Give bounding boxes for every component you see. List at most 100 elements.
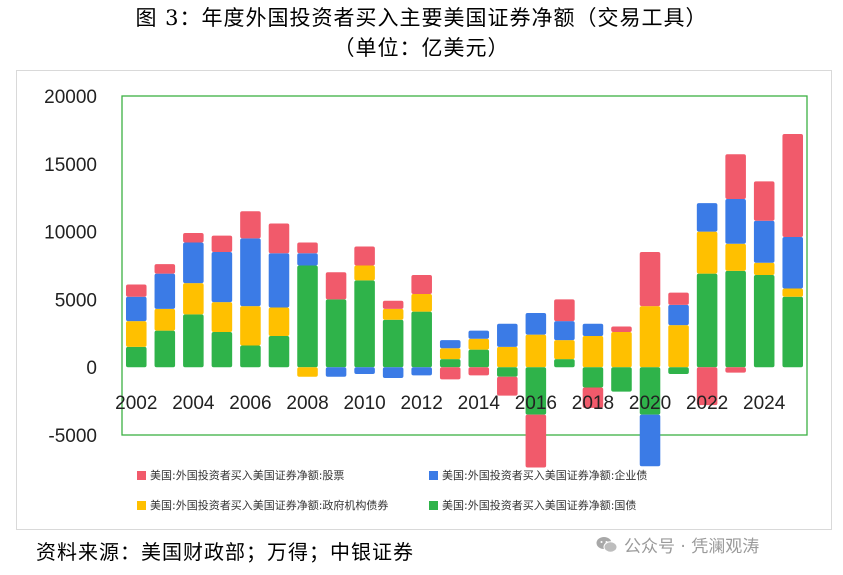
bar-agency-2005 bbox=[211, 302, 233, 332]
bar-agency-2021 bbox=[668, 325, 689, 368]
x-tick-label: 2022 bbox=[686, 393, 728, 414]
legend-item-stocks: 美国:外国投资者买入美国证券净额:股票 bbox=[137, 467, 344, 483]
bar-treasury-2007 bbox=[268, 336, 290, 368]
bar-neg-agency-2008 bbox=[297, 367, 318, 377]
bar-agency-2017 bbox=[554, 340, 575, 360]
bar-treasury-2013 bbox=[439, 359, 461, 368]
bar-treasury-2005 bbox=[211, 331, 233, 368]
legend-item-corporate: 美国:外国投资者买入美国证券净额:企业债 bbox=[429, 467, 647, 483]
bar-treasury-2003 bbox=[154, 330, 176, 368]
x-tick-label: 2006 bbox=[229, 393, 271, 414]
bar-corporate-2015 bbox=[497, 323, 518, 347]
bar-neg-treasury-2021 bbox=[668, 367, 689, 374]
wechat-icon bbox=[596, 536, 618, 554]
bar-treasury-2008 bbox=[297, 265, 318, 368]
x-tick-label: 2018 bbox=[572, 393, 614, 414]
bar-stocks-2008 bbox=[297, 242, 318, 254]
legend-label-treasury: 美国:外国投资者买入美国证券净额:国债 bbox=[442, 499, 637, 512]
bar-agency-2020 bbox=[639, 306, 661, 368]
bar-agency-2010 bbox=[354, 265, 375, 281]
bar-corporate-2004 bbox=[183, 242, 204, 284]
legend-item-agency: 美国:外国投资者买入美国证券净额:政府机构债券 bbox=[137, 497, 388, 513]
legend-item-treasury: 美国:外国投资者买入美国证券净额:国债 bbox=[429, 497, 636, 513]
bar-agency-2003 bbox=[154, 308, 176, 331]
legend-swatch-treasury bbox=[429, 500, 438, 510]
bar-agency-2018 bbox=[582, 336, 604, 368]
bar-treasury-2006 bbox=[240, 345, 261, 368]
bar-corporate-2002 bbox=[125, 296, 147, 322]
bar-agency-2011 bbox=[382, 308, 404, 320]
legend-label-corporate: 美国:外国投资者买入美国证券净额:企业债 bbox=[442, 469, 648, 482]
bar-neg-stocks-2018 bbox=[582, 387, 604, 408]
y-tick-label: -5000 bbox=[48, 426, 97, 447]
stacked-bar-chart: 20000 15000 10000 5000 0 -5000 2002 2004 2006 200… bbox=[44, 87, 808, 468]
bar-neg-corporate-2012 bbox=[411, 367, 432, 376]
legend-swatch-agency bbox=[137, 500, 146, 510]
bar-corporate-2021 bbox=[668, 304, 689, 326]
bar-corporate-2007 bbox=[268, 253, 290, 308]
bar-agency-2014 bbox=[468, 338, 490, 350]
x-tick-label: 2020 bbox=[629, 393, 671, 414]
bar-treasury-2004 bbox=[183, 314, 204, 368]
bar-corporate-2013 bbox=[439, 340, 461, 349]
bar-treasury-2010 bbox=[354, 280, 375, 368]
x-tick-label: 2004 bbox=[172, 393, 215, 414]
bar-treasury-2009 bbox=[325, 299, 347, 368]
bar-agency-2006 bbox=[240, 306, 261, 346]
bar-neg-stocks-2013 bbox=[439, 367, 461, 380]
bar-neg-stocks-2015 bbox=[497, 376, 518, 396]
y-tick-label: 10000 bbox=[44, 223, 97, 244]
bar-agency-2012 bbox=[411, 293, 432, 312]
bar-treasury-2025 bbox=[782, 296, 804, 368]
plot-area-border bbox=[121, 95, 808, 436]
bar-neg-treasury-2019 bbox=[611, 367, 632, 392]
bar-stocks-2025 bbox=[782, 133, 804, 238]
legend-label-stocks: 美国:外国投资者买入美国证券净额:股票 bbox=[150, 469, 345, 482]
bar-agency-2025 bbox=[782, 288, 804, 297]
bar-agency-2023 bbox=[725, 243, 746, 271]
legend-label-agency: 美国:外国投资者买入美国证券净额:政府机构债券 bbox=[150, 499, 389, 512]
bar-stocks-2009 bbox=[325, 272, 347, 300]
chart-title: 图 3：年度外国投资者买入主要美国证券净额（交易工具） bbox=[135, 6, 708, 30]
chart-subtitle: （单位：亿美元） bbox=[333, 36, 510, 60]
bar-corporate-2018 bbox=[582, 323, 604, 337]
y-tick-label: 20000 bbox=[44, 87, 97, 108]
legend-swatch-corporate bbox=[429, 470, 438, 480]
bar-agency-2022 bbox=[696, 231, 718, 274]
x-tick-label: 2012 bbox=[401, 393, 443, 414]
x-tick-label: 2016 bbox=[515, 393, 557, 414]
bar-neg-treasury-2020 bbox=[639, 367, 661, 415]
source-note: 资料来源：美国财政部；万得；中银证券 bbox=[36, 540, 414, 564]
bar-treasury-2014 bbox=[468, 349, 490, 368]
bar-neg-corporate-2011 bbox=[382, 367, 404, 379]
bar-corporate-2017 bbox=[554, 321, 575, 341]
bar-treasury-2023 bbox=[725, 270, 746, 368]
chart-container: 20000 15000 10000 5000 0 -5000 2002 2004 2006 200… bbox=[16, 70, 832, 530]
x-tick-label: 2010 bbox=[343, 393, 385, 414]
bar-corporate-2025 bbox=[782, 237, 804, 289]
bar-stocks-2003 bbox=[154, 264, 176, 274]
bar-stocks-2005 bbox=[211, 235, 233, 252]
bar-neg-corporate-2020 bbox=[639, 414, 661, 467]
bar-neg-stocks-2022 bbox=[696, 367, 718, 406]
bar-agency-2024 bbox=[753, 262, 775, 275]
bar-corporate-2024 bbox=[753, 220, 775, 263]
bar-corporate-2006 bbox=[240, 238, 261, 307]
x-tick-label: 2014 bbox=[458, 393, 501, 414]
bar-treasury-2017 bbox=[554, 359, 575, 368]
bar-stocks-2021 bbox=[668, 292, 689, 305]
bar-corporate-2005 bbox=[211, 251, 233, 303]
bar-stocks-2023 bbox=[725, 154, 746, 200]
bar-neg-stocks-2014 bbox=[468, 367, 490, 376]
bar-corporate-2016 bbox=[525, 312, 547, 335]
bar-agency-2015 bbox=[497, 346, 518, 368]
x-tick-label: 2002 bbox=[115, 393, 157, 414]
bar-treasury-2012 bbox=[411, 311, 432, 368]
bar-corporate-2003 bbox=[154, 273, 176, 309]
x-tick-label: 2024 bbox=[743, 393, 786, 414]
bar-neg-corporate-2009 bbox=[325, 367, 347, 377]
bar-neg-corporate-2010 bbox=[354, 367, 375, 374]
bar-agency-2004 bbox=[183, 283, 204, 315]
bar-agency-2007 bbox=[268, 307, 290, 337]
bar-stocks-2004 bbox=[183, 232, 204, 243]
